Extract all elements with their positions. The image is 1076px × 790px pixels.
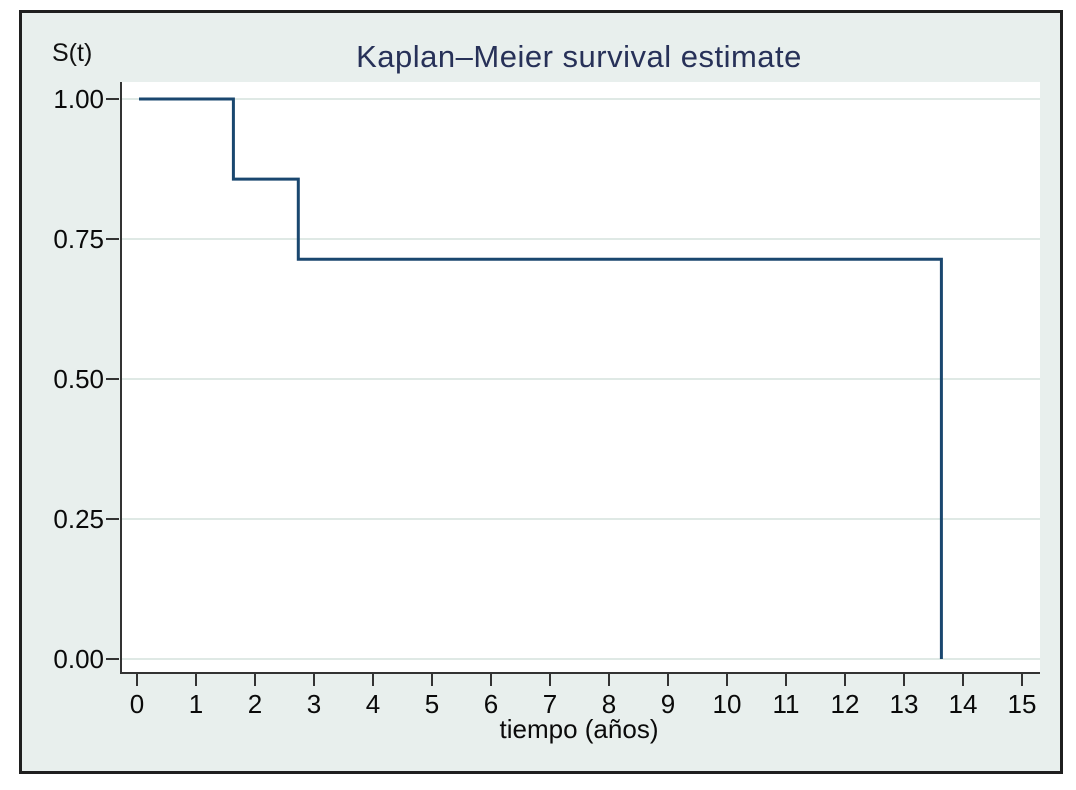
y-tick-mark: [106, 658, 119, 660]
x-tick-label: 3: [306, 689, 322, 719]
x-tick-label: 1: [188, 689, 204, 719]
y-axis-label: S(t): [52, 39, 93, 67]
x-tick-mark: [490, 674, 492, 686]
y-tick-label: 0.50: [53, 364, 104, 394]
survival-curve: [139, 97, 943, 659]
y-tick-mark: [106, 378, 119, 380]
x-tick-mark: [903, 674, 905, 686]
x-tick-label: 7: [542, 689, 558, 719]
y-tick-label: 0.25: [53, 504, 104, 534]
x-tick-label: 0: [129, 689, 145, 719]
x-tick-label: 12: [830, 689, 860, 719]
figure-frame: Kaplan–Meier survival estimate S(t) tiem…: [19, 10, 1063, 774]
y-tick-label: 0.00: [53, 644, 104, 674]
x-axis-label: tiempo (años): [499, 714, 659, 744]
y-tick-label: 0.75: [53, 224, 104, 254]
x-tick-mark: [962, 674, 964, 686]
x-tick-label: 11: [772, 689, 800, 719]
x-tick-label: 5: [424, 689, 440, 719]
y-tick-mark: [106, 518, 119, 520]
x-tick-mark: [431, 674, 433, 686]
x-tick-label: 13: [889, 689, 919, 719]
x-tick-mark: [549, 674, 551, 686]
x-tick-mark: [1021, 674, 1023, 686]
y-tick-label: 1.00: [53, 84, 104, 114]
x-tick-mark: [844, 674, 846, 686]
y-tick-mark: [106, 238, 119, 240]
x-tick-mark: [254, 674, 256, 686]
x-tick-mark: [313, 674, 315, 686]
x-tick-label: 4: [365, 689, 381, 719]
x-tick-mark: [785, 674, 787, 686]
x-tick-label: 8: [601, 689, 617, 719]
x-tick-mark: [195, 674, 197, 686]
x-tick-mark: [726, 674, 728, 686]
x-tick-mark: [372, 674, 374, 686]
survival-curve-svg: [122, 97, 1040, 660]
x-tick-mark: [136, 674, 138, 686]
x-tick-label: 15: [1007, 689, 1037, 719]
y-tick-mark: [106, 98, 119, 100]
chart-title: Kaplan–Meier survival estimate: [356, 39, 802, 74]
x-tick-mark: [608, 674, 610, 686]
x-tick-label: 10: [712, 689, 742, 719]
x-tick-label: 6: [483, 689, 499, 719]
x-tick-label: 14: [948, 689, 978, 719]
x-tick-mark: [667, 674, 669, 686]
plot-area: [120, 82, 1040, 674]
x-tick-label: 2: [247, 689, 263, 719]
x-tick-label: 9: [660, 689, 676, 719]
